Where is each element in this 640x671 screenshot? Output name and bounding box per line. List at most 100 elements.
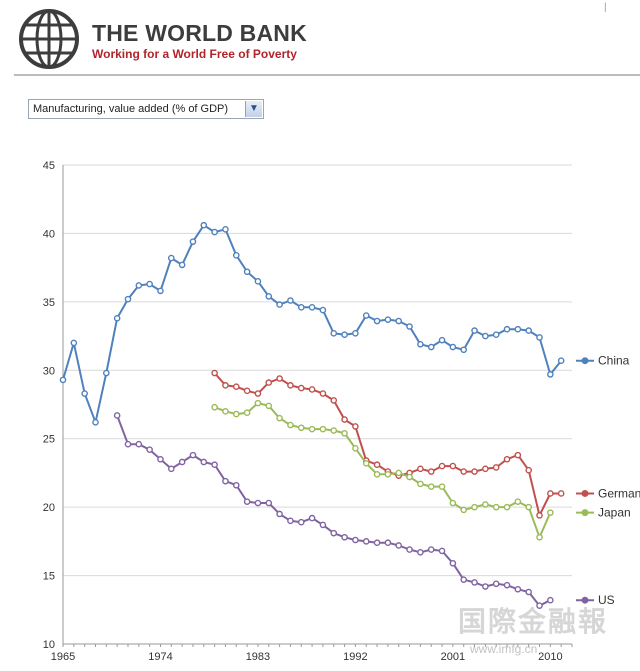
series-line-japan [214,402,552,539]
data-point [460,346,468,354]
data-point [406,473,413,481]
data-point [352,330,359,337]
series-label-germany: Germany [598,486,640,500]
data-point [70,339,78,347]
indicator-selected-value: Manufacturing, value added (% of GDP) [33,103,229,115]
data-point [547,490,554,497]
y-tick-label: 20 [43,502,55,514]
data-point [297,384,305,392]
data-point [265,402,273,410]
legend-marker-us [581,596,589,604]
data-point [319,521,327,529]
data-point [232,481,240,489]
data-point [471,579,478,586]
data-point [330,427,338,434]
data-point [319,390,327,397]
data-point [222,226,229,233]
data-point [362,312,370,319]
data-point [525,327,532,334]
data-point [536,334,543,341]
data-point [189,238,197,245]
x-tick-label: 2001 [441,651,465,663]
data-point [254,390,262,397]
data-point [287,382,294,389]
data-point [276,510,283,518]
data-point [438,462,446,470]
world-bank-globe-icon[interactable] [18,8,80,70]
data-point [341,533,348,541]
data-point [254,499,262,507]
data-point [492,464,500,471]
data-point [243,498,251,505]
data-point [557,490,565,497]
data-point [308,425,316,433]
data-point [514,325,522,333]
data-point [547,371,554,378]
data-point [92,418,99,426]
data-point [492,580,500,588]
data-point [482,583,489,590]
data-point [276,301,283,308]
data-point [265,293,273,300]
data-point [222,408,229,415]
data-point [308,386,316,393]
data-point [514,585,522,593]
data-point [157,287,164,295]
data-point [287,421,294,429]
data-point [135,440,143,448]
data-point [417,465,424,473]
data-point [395,317,403,325]
data-point [254,278,262,285]
series-label-japan: Japan [598,506,631,520]
data-point [460,468,468,475]
line-chart: 10 15 20 25 30 35 40 45 1965 1974 1983 1992 2001 2010… [43,160,640,663]
data-point [536,602,543,609]
brand-tagline: Working for a World Free of Poverty [92,47,297,61]
data-point [373,461,381,469]
data-point [178,458,186,466]
data-point [471,503,478,511]
data-point [308,304,316,311]
data-point [449,462,457,470]
data-point [287,517,294,525]
data-point [352,423,359,430]
data-point [265,499,273,507]
data-point [319,306,327,314]
data-point [59,376,67,384]
data-point [103,369,110,377]
data-point [503,581,511,589]
data-point [373,317,381,325]
data-point [254,399,262,407]
data-point [362,460,370,467]
data-point [167,465,175,473]
data-point [384,470,392,478]
series-line-germany [213,372,562,517]
data-point [232,252,240,259]
x-tick-label: 1992 [343,651,367,663]
data-point [341,416,348,423]
indicator-select[interactable]: Manufacturing, value added (% of GDP) ▼ [28,99,264,119]
data-point [492,331,500,339]
data-point [427,468,435,475]
data-point [308,514,316,522]
data-point [341,331,348,339]
data-point [287,297,294,304]
data-point [449,559,457,567]
legend-marker-germany [581,489,589,497]
data-point [200,221,208,229]
watermark-url: www.imfg.cn [470,642,538,656]
data-point [200,458,208,466]
data-point [341,429,348,437]
data-point [352,536,359,544]
data-point [189,451,197,459]
data-point [373,539,381,547]
corner-mark: | [604,2,607,13]
data-point [157,455,164,463]
chevron-down-icon[interactable]: ▼ [245,101,262,117]
data-point [352,444,359,452]
data-point [211,461,218,469]
data-point [449,343,457,351]
x-tick-label: 1974 [148,651,172,663]
data-point [384,316,392,323]
data-point [449,499,457,507]
